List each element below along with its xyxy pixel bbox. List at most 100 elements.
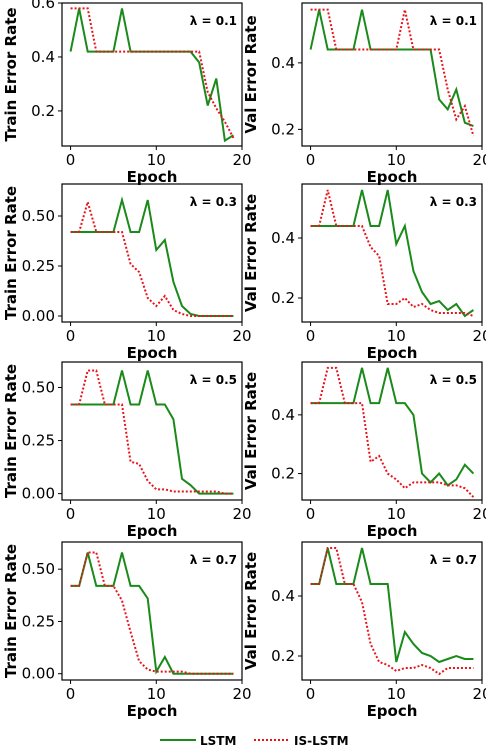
panel-4: 0 10 20 0.2 0.4 Epoch Val Error Rate λ = 0.3 <box>242 183 486 362</box>
panel-6-xlabel: Epoch <box>367 522 418 540</box>
panel-7-lambda-label: λ = 0.7 <box>190 553 237 567</box>
panel-8-series-lstm <box>310 547 474 664</box>
panel-3-xtick-label: 20 <box>232 327 251 345</box>
panel-7-ytick-label: 0.50 <box>22 560 55 578</box>
panel-8-ytick-label: 0.2 <box>271 647 295 665</box>
panel-6-xtick-label: 0 <box>306 505 316 523</box>
panel-3-series-is-lstm <box>70 198 234 317</box>
panel-5-ytick-label: 0.50 <box>22 378 55 396</box>
panel-5-ylabel: Train Error Rate <box>2 364 20 498</box>
panel-3: 0 10 20 0.00 0.25 0.50 Epoch Train Error Rate λ … <box>2 183 252 362</box>
panel-7: 0 10 20 0.00 0.25 0.50 Epoch Train Error Rate λ … <box>2 541 252 720</box>
panel-2-xlabel: Epoch <box>367 168 418 186</box>
panel-2-frame <box>301 2 483 147</box>
legend-label-lstm: LSTM <box>200 734 236 746</box>
panel-3-xtick-label: 0 <box>66 327 76 345</box>
panel-7-series-is-lstm <box>70 551 234 675</box>
panel-5-ytick-label: 0.00 <box>22 485 55 503</box>
panel-5-xlabel: Epoch <box>127 522 178 540</box>
panel-3-frame <box>61 183 243 323</box>
panel-5-lambda-label: λ = 0.5 <box>190 373 237 387</box>
panels: 0 10 20 0.2 0.4 0.6 Epoch Train Error Rate λ = 0… <box>2 0 486 720</box>
panel-3-ylabel: Train Error Rate <box>2 186 20 320</box>
panel-5-xtick-label: 10 <box>147 505 166 523</box>
panel-1-xtick-label: 20 <box>232 151 251 169</box>
panel-5-xtick-label: 20 <box>232 505 251 523</box>
panel-1-xtick-label: 0 <box>66 151 76 169</box>
panel-4-xlabel: Epoch <box>367 344 418 362</box>
panel-4-xtick-label: 0 <box>306 327 316 345</box>
panel-3-lambda-label: λ = 0.3 <box>190 195 237 209</box>
panel-5-series-is-lstm <box>70 369 234 495</box>
panel-4-xtick-label: 20 <box>472 327 486 345</box>
panel-6-ylabel: Val Error Rate <box>242 372 260 490</box>
panel-2-ylabel: Val Error Rate <box>242 15 260 133</box>
panel-3-ytick-label: 0.50 <box>22 207 55 225</box>
panel-3-xlabel: Epoch <box>127 344 178 362</box>
panel-4-frame <box>301 183 483 323</box>
panel-6-xtick-label: 20 <box>472 505 486 523</box>
panel-1-frame <box>61 2 243 147</box>
panel-2-xtick-label: 10 <box>387 151 406 169</box>
panel-4-series-is-lstm <box>310 189 474 317</box>
panel-1: 0 10 20 0.2 0.4 0.6 Epoch Train Error Rate λ = 0… <box>2 0 252 186</box>
panel-8-xtick-label: 20 <box>472 685 486 703</box>
panel-3-ytick-label: 0.25 <box>22 257 55 275</box>
panel-1-xtick-label: 10 <box>147 151 166 169</box>
panel-7-xtick-label: 0 <box>66 685 76 703</box>
panel-8-lambda-label: λ = 0.7 <box>430 553 477 567</box>
panel-8-ylabel: Val Error Rate <box>242 552 260 670</box>
panel-7-ylabel: Train Error Rate <box>2 544 20 678</box>
panel-2-series-is-lstm <box>310 8 475 137</box>
panel-5-series-lstm <box>70 370 234 495</box>
panel-7-series-lstm <box>70 552 234 675</box>
panel-5-ytick-label: 0.25 <box>22 432 55 450</box>
panel-4-ylabel: Val Error Rate <box>242 194 260 312</box>
panel-8-series-is-lstm <box>310 547 474 676</box>
panel-6-ytick-label: 0.4 <box>271 406 295 424</box>
panel-4-xtick-label: 10 <box>387 327 406 345</box>
panel-8: 0 10 20 0.2 0.4 Epoch Val Error Rate λ = 0.7 <box>242 541 486 720</box>
panel-4-lambda-label: λ = 0.3 <box>430 195 477 209</box>
panel-3-xtick-label: 10 <box>147 327 166 345</box>
panel-7-frame <box>61 541 243 681</box>
panel-2-xtick-label: 20 <box>472 151 486 169</box>
panel-6-series-lstm <box>310 367 475 487</box>
panel-1-ytick-label: 0.6 <box>31 0 55 12</box>
panel-4-ytick-label: 0.2 <box>271 289 295 307</box>
panel-8-xtick-label: 0 <box>306 685 316 703</box>
panel-4-ytick-label: 0.4 <box>271 229 295 247</box>
panel-1-ytick-label: 0.2 <box>31 102 55 120</box>
panel-7-xtick-label: 10 <box>147 685 166 703</box>
panel-2-xtick-label: 0 <box>306 151 316 169</box>
panel-8-xlabel: Epoch <box>367 702 418 720</box>
panel-2-lambda-label: λ = 0.1 <box>430 14 477 28</box>
panel-1-xlabel: Epoch <box>127 168 178 186</box>
panel-3-ytick-label: 0.00 <box>22 307 55 325</box>
panel-2: 0 10 20 0.2 0.4 Epoch Val Error Rate λ = 0.1 <box>242 2 486 186</box>
panel-1-lambda-label: λ = 0.1 <box>190 14 237 28</box>
panel-6-lambda-label: λ = 0.5 <box>430 373 477 387</box>
panel-1-series-is-lstm <box>70 7 235 139</box>
panel-6-frame <box>301 361 483 501</box>
legend-label-is-lstm: IS-LSTM <box>294 734 349 746</box>
panel-3-series-lstm <box>70 196 234 317</box>
panel-8-frame <box>301 541 483 681</box>
panel-2-ytick-label: 0.2 <box>271 120 295 138</box>
panel-5-xtick-label: 0 <box>66 505 76 523</box>
panel-5-frame <box>61 361 243 501</box>
panel-1-ytick-label: 0.4 <box>31 48 55 66</box>
panel-6-xtick-label: 10 <box>387 505 406 523</box>
legend: LSTM IS-LSTM <box>160 734 349 746</box>
panel-8-ytick-label: 0.4 <box>271 587 295 605</box>
panel-7-ytick-label: 0.00 <box>22 665 55 683</box>
panel-8-xtick-label: 10 <box>387 685 406 703</box>
panel-2-ytick-label: 0.4 <box>271 54 295 72</box>
panel-1-series-lstm <box>69 8 234 143</box>
panel-1-ylabel: Train Error Rate <box>2 7 20 141</box>
panel-6: 0 10 20 0.2 0.4 Epoch Val Error Rate λ = 0.5 <box>242 361 486 540</box>
panel-7-ytick-label: 0.25 <box>22 612 55 630</box>
panel-5: 0 10 20 0.00 0.25 0.50 Epoch Train Error Rate λ … <box>2 361 252 540</box>
panel-7-xlabel: Epoch <box>127 702 178 720</box>
